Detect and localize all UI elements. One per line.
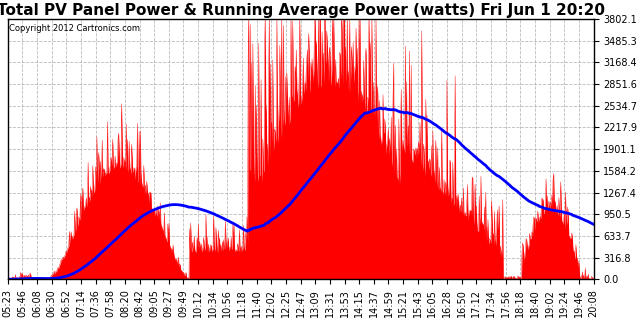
- Title: Total PV Panel Power & Running Average Power (watts) Fri Jun 1 20:20: Total PV Panel Power & Running Average P…: [0, 3, 605, 18]
- Text: Copyright 2012 Cartronics.com: Copyright 2012 Cartronics.com: [9, 24, 140, 33]
